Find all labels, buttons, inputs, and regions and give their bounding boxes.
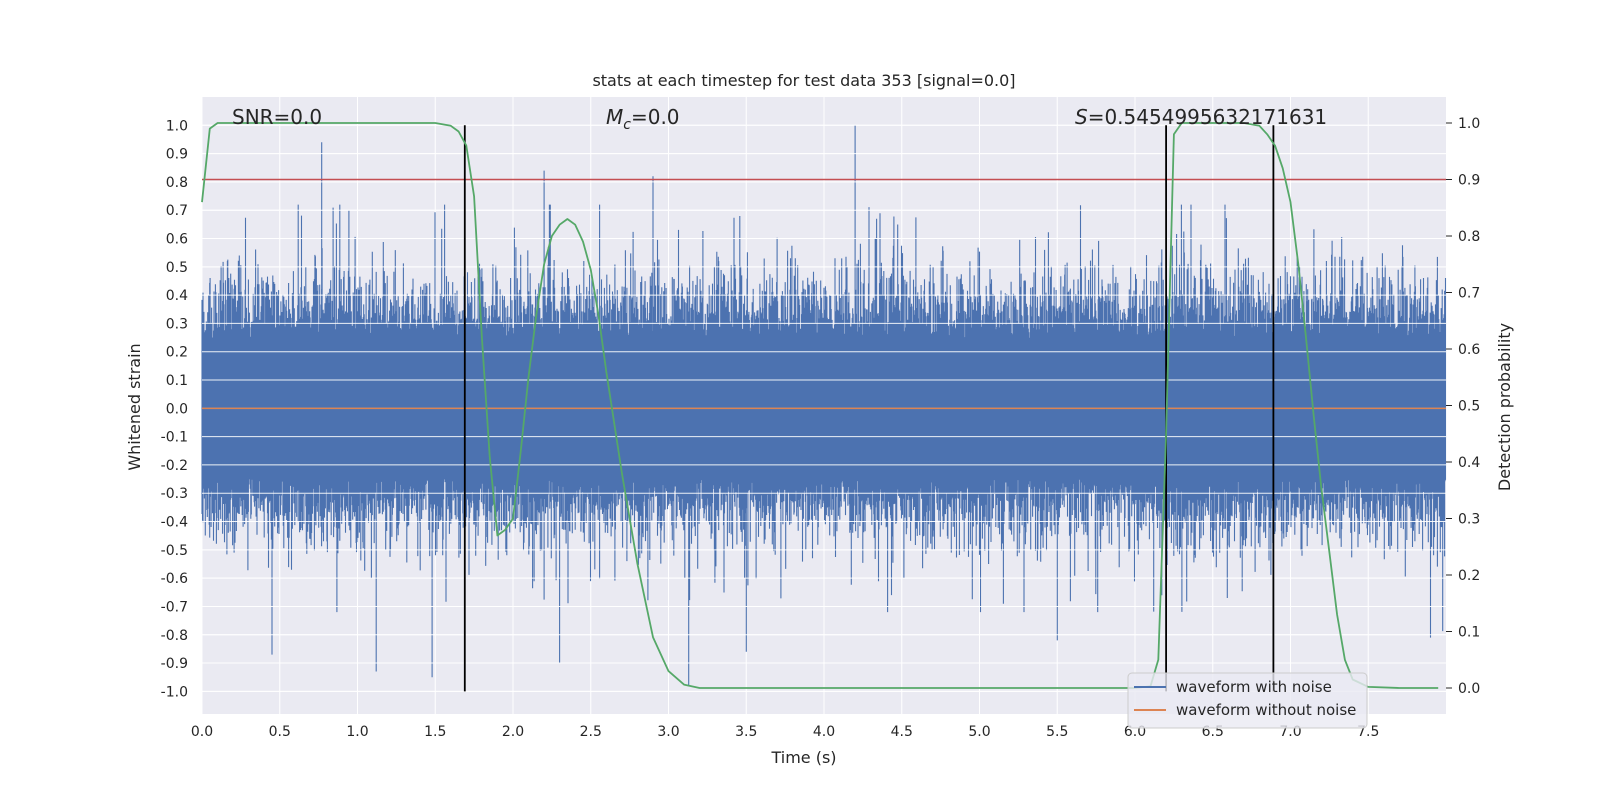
x-tick-label: 1.0 [346, 724, 368, 740]
y-left-tick-label: 0.5 [166, 260, 188, 276]
x-axis-label: Time (s) [770, 748, 836, 767]
score-annotation: S=0.5454995632171631 [1075, 105, 1327, 129]
y-right-tick-label: 0.8 [1458, 229, 1480, 245]
series-detection-probability [201, 122, 1439, 689]
x-axis-ticks: 0.0 0.5 1.0 1.5 2.0 2.5 3.0 3.5 4.0 4.5 5.0 5.5 6.0 6… [191, 724, 1380, 740]
x-tick-label: 5.5 [1046, 724, 1068, 740]
y-left-tick-label: 0.6 [166, 232, 188, 248]
y-right-tick-label: 0.4 [1458, 455, 1480, 471]
y-left-tick-label: -0.4 [161, 515, 188, 531]
y-left-tick-label: -0.5 [161, 543, 188, 559]
y-left-tick-label: 0.9 [166, 147, 188, 163]
chirp-mass-symbol: M [606, 105, 623, 129]
y-left-tick-label: -0.6 [161, 571, 188, 587]
y-right-tick-label: 0.5 [1458, 399, 1480, 415]
y-right-tick-label: 0.0 [1458, 681, 1480, 697]
y-left-tick-label: 0.1 [166, 373, 188, 389]
y-left-tick-label: 0.0 [166, 401, 188, 417]
y-right-tick-label: 0.2 [1458, 568, 1480, 584]
y-left-tick-label: -0.7 [161, 599, 188, 615]
y-right-tick-label: 0.3 [1458, 512, 1480, 528]
y-right-axis-label: Detection probability [1495, 323, 1514, 491]
y-left-tick-label: -0.1 [161, 430, 188, 446]
x-tick-label: 3.0 [657, 724, 679, 740]
chirp-mass-value: =0.0 [631, 105, 680, 129]
y-right-tick-label: 0.9 [1458, 172, 1480, 188]
y-right-tick-label: 0.6 [1458, 342, 1480, 358]
y-left-tick-label: -0.3 [161, 486, 188, 502]
x-tick-label: 4.5 [891, 724, 913, 740]
x-tick-label: 0.5 [269, 724, 291, 740]
y-right-tick-label: 0.7 [1458, 285, 1480, 301]
x-tick-label: 0.0 [191, 724, 213, 740]
x-tick-label: 2.0 [502, 724, 524, 740]
y-left-tick-label: 0.2 [166, 345, 188, 361]
y-left-tick-label: -0.2 [161, 458, 188, 474]
score-value: =0.5454995632171631 [1088, 105, 1327, 129]
y-left-tick-label: 0.3 [166, 316, 188, 332]
y-right-axis-ticks: 1.0 0.9 0.8 0.7 0.6 0.5 0.4 0.3 0.2 0.1 0.0 [1446, 116, 1480, 697]
y-left-tick-label: 1.0 [166, 118, 188, 134]
snr-annotation: SNR=0.0 [232, 105, 322, 129]
x-tick-label: 2.5 [580, 724, 602, 740]
chirp-mass-subscript: c [623, 117, 631, 133]
x-tick-label: 1.5 [424, 724, 446, 740]
y-right-tick-label: 0.1 [1458, 625, 1480, 641]
legend: waveform with noise waveform without noi… [1127, 672, 1368, 729]
y-left-tick-label: -1.0 [161, 684, 188, 700]
y-left-tick-label: -0.8 [161, 628, 188, 644]
y-right-tick-label: 1.0 [1458, 116, 1480, 132]
y-left-axis-ticks: 1.0 0.9 0.8 0.7 0.6 0.5 0.4 0.3 0.2 0.1 0.0 -0.1 -0.… [161, 118, 188, 700]
y-left-tick-label: 0.7 [166, 203, 188, 219]
legend-box [1127, 672, 1368, 729]
probability-line [201, 122, 1439, 689]
legend-label-noise: waveform with noise [1176, 678, 1332, 696]
x-tick-label: 4.0 [813, 724, 835, 740]
score-symbol: S [1075, 105, 1088, 129]
x-tick-label: 5.0 [968, 724, 990, 740]
y-left-tick-label: -0.9 [161, 656, 188, 672]
legend-label-clean: waveform without noise [1176, 701, 1356, 719]
y-left-tick-label: 0.8 [166, 175, 188, 191]
chart-title: stats at each timestep for test data 353… [592, 71, 1015, 90]
y-left-axis-label: Whitened strain [125, 343, 144, 470]
y-left-tick-label: 0.4 [166, 288, 188, 304]
x-tick-label: 3.5 [735, 724, 757, 740]
series-waveform-with-noise [201, 124, 1447, 692]
chirp-mass-annotation: Mc=0.0 [606, 105, 680, 133]
